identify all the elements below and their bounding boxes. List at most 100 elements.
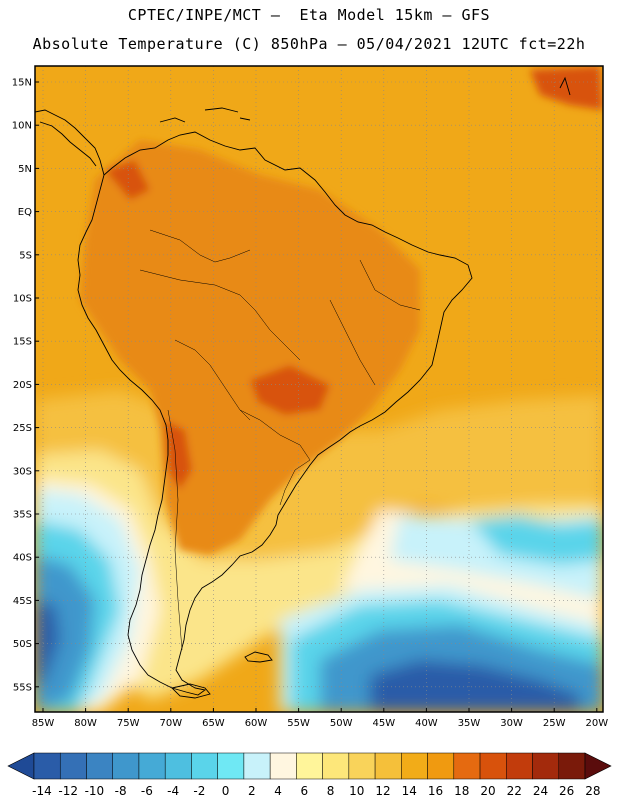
- colorbar-cell: [401, 752, 428, 780]
- country-borders: [139, 229, 421, 651]
- colorbar-cell: [164, 752, 192, 780]
- lat-label: 35S: [13, 510, 32, 521]
- colorbar-label: 8: [327, 784, 335, 798]
- colorbar-cell: [138, 752, 166, 780]
- map-grid: [35, 66, 603, 712]
- colorbar-cell: [532, 752, 560, 780]
- temperature-field: [35, 66, 603, 712]
- lon-label: 80W: [74, 718, 97, 729]
- lat-label: 10S: [13, 294, 32, 305]
- lat-label: 5S: [19, 250, 32, 261]
- border-colombia-brazil: [149, 229, 251, 263]
- tierra-del-fuego: [171, 683, 211, 699]
- lon-label: 35W: [458, 718, 481, 729]
- lat-label: 25S: [13, 423, 32, 434]
- colorbar-cell: [348, 752, 376, 780]
- border-brazil-states-b: [359, 259, 421, 311]
- border-brazil-states-a: [329, 299, 376, 386]
- colorbar-label: 2: [248, 784, 256, 798]
- colorbar-cell: [427, 752, 455, 780]
- lon-label: 55W: [287, 718, 310, 729]
- lon-label: 40W: [415, 718, 438, 729]
- colorbar-over-arrow: [584, 752, 612, 780]
- colorbar-label: 26: [559, 784, 574, 798]
- colorbar-cell: [479, 752, 507, 780]
- lat-label: 15N: [12, 78, 32, 89]
- field-light-yellow-band: [35, 450, 603, 700]
- lat-label: 15S: [13, 337, 32, 348]
- lat-label: 10N: [12, 121, 32, 132]
- border-uruguay: [279, 459, 311, 506]
- field-hot-spot-caribbean: [530, 66, 603, 110]
- lat-label: 45S: [13, 596, 32, 607]
- south-america-outline: [77, 131, 473, 696]
- lon-label: 65W: [202, 718, 225, 729]
- colorbar-cell: [453, 752, 481, 780]
- field-hot-spot-colombia: [105, 160, 150, 200]
- falklands: [244, 651, 273, 663]
- colorbar-label: -14: [32, 784, 52, 798]
- colorbar-label: -6: [141, 784, 153, 798]
- lat-label: 40S: [13, 553, 32, 564]
- border-brazil-bolivia: [139, 269, 301, 361]
- lon-label: 45W: [372, 718, 395, 729]
- central-america-outline: [35, 109, 105, 176]
- lon-label: 25W: [543, 718, 566, 729]
- lon-label: 50W: [330, 718, 353, 729]
- map-frame: [34, 65, 604, 713]
- caribbean-islands: [159, 76, 571, 123]
- lat-label: EQ: [18, 207, 32, 218]
- colorbar-label: 16: [428, 784, 443, 798]
- colorbar-label: 28: [585, 784, 600, 798]
- colorbar-label: -4: [167, 784, 179, 798]
- lon-label: 85W: [32, 718, 55, 729]
- colorbar-label: -12: [58, 784, 78, 798]
- colorbar-cell: [59, 752, 87, 780]
- colorbar-label: 10: [349, 784, 364, 798]
- colorbar-cell: [217, 752, 245, 780]
- lon-label: 30W: [500, 718, 523, 729]
- field-dark-blue-core: [35, 600, 580, 712]
- lat-label: 55S: [13, 682, 32, 693]
- coastlines: [35, 76, 571, 699]
- colorbar: -14 -12 -10 -8 -6 -4 -2 0 2 4 6 8 10 12 14 16 18 20 22 24 26…: [7, 752, 612, 798]
- colorbar-label: 14: [402, 784, 417, 798]
- chart-title-line2: Absolute Temperature (C) 850hPa – 05/04/…: [32, 35, 586, 53]
- colorbar-label: -2: [193, 784, 205, 798]
- lat-label: 50S: [13, 639, 32, 650]
- colorbar-label: 18: [454, 784, 469, 798]
- lat-label: 5N: [18, 164, 32, 175]
- lon-label: 60W: [245, 718, 268, 729]
- colorbar-label: 6: [300, 784, 308, 798]
- field-warm-continent: [80, 140, 420, 555]
- border-paraguay: [239, 409, 311, 461]
- colorbar-under-arrow: [7, 752, 35, 780]
- colorbar-label: -10: [85, 784, 105, 798]
- lat-label: 30S: [13, 466, 32, 477]
- chart-title-line1: CPTEC/INPE/MCT – Eta Model 15km – GFS: [127, 6, 491, 24]
- colorbar-cell: [558, 752, 586, 780]
- colorbar-label: 24: [533, 784, 548, 798]
- lon-label: 70W: [159, 718, 182, 729]
- colorbar-label: -8: [115, 784, 127, 798]
- colorbar-cell: [33, 752, 61, 780]
- latitude-labels: 15N 10N 5N EQ 5S 10S 15S 20S 25S 30S 35S 40S 45S 50S 5…: [12, 78, 39, 693]
- colorbar-label: 22: [507, 784, 522, 798]
- colorbar-label: 12: [375, 784, 390, 798]
- lon-label: 75W: [117, 718, 140, 729]
- longitude-labels: 85W 80W 75W 70W 65W 60W 55W 50W 45W 40W 35W 30W 25W 2…: [32, 708, 608, 729]
- lat-label: 20S: [13, 380, 32, 391]
- colorbar-label: 0: [222, 784, 230, 798]
- colorbar-cell: [86, 752, 113, 780]
- field-hot-spot-central: [250, 365, 330, 415]
- colorbar-cell: [243, 752, 271, 780]
- colorbar-cell: [191, 752, 218, 780]
- colorbar-cell: [322, 752, 350, 780]
- colorbar-cell: [506, 752, 533, 780]
- colorbar-cell: [296, 752, 323, 780]
- colorbar-cell: [112, 752, 140, 780]
- colorbar-label: 20: [480, 784, 495, 798]
- lon-label: 20W: [585, 718, 608, 729]
- colorbar-cell: [374, 752, 402, 780]
